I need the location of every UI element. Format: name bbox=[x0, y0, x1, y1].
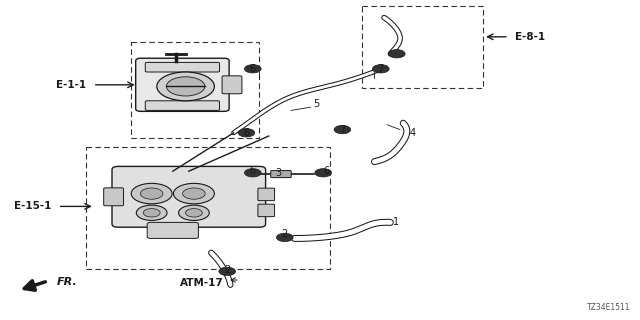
Circle shape bbox=[182, 188, 205, 199]
Circle shape bbox=[166, 77, 205, 96]
Text: E-15-1: E-15-1 bbox=[14, 201, 51, 212]
Text: 6: 6 bbox=[250, 166, 256, 176]
Circle shape bbox=[136, 205, 167, 220]
Circle shape bbox=[157, 72, 214, 101]
Circle shape bbox=[276, 233, 293, 242]
Circle shape bbox=[388, 50, 405, 58]
Text: 7: 7 bbox=[339, 124, 346, 135]
Circle shape bbox=[219, 267, 236, 276]
Circle shape bbox=[173, 183, 214, 204]
Text: 6: 6 bbox=[243, 128, 250, 138]
FancyBboxPatch shape bbox=[112, 166, 266, 227]
Text: 4: 4 bbox=[410, 128, 416, 138]
FancyBboxPatch shape bbox=[271, 171, 291, 178]
FancyBboxPatch shape bbox=[147, 222, 198, 238]
Text: 1: 1 bbox=[392, 217, 399, 228]
Circle shape bbox=[143, 209, 160, 217]
Circle shape bbox=[179, 205, 209, 220]
Text: 5: 5 bbox=[314, 99, 320, 109]
Text: 2: 2 bbox=[224, 265, 230, 276]
FancyBboxPatch shape bbox=[258, 188, 275, 201]
Circle shape bbox=[131, 183, 172, 204]
Text: 7: 7 bbox=[378, 64, 384, 74]
Text: E-8-1: E-8-1 bbox=[515, 32, 545, 42]
Text: FR.: FR. bbox=[56, 277, 77, 287]
FancyBboxPatch shape bbox=[136, 58, 229, 111]
Bar bbox=[362, 6, 483, 88]
Bar bbox=[86, 147, 330, 269]
Bar bbox=[131, 42, 259, 138]
Text: 3: 3 bbox=[275, 168, 282, 178]
Circle shape bbox=[372, 65, 389, 73]
Text: 6: 6 bbox=[250, 64, 256, 74]
Circle shape bbox=[244, 65, 261, 73]
FancyBboxPatch shape bbox=[145, 101, 220, 110]
Text: 6: 6 bbox=[323, 166, 330, 176]
FancyBboxPatch shape bbox=[145, 62, 220, 72]
Circle shape bbox=[238, 129, 255, 137]
Circle shape bbox=[244, 169, 261, 177]
Text: TZ34E1511: TZ34E1511 bbox=[587, 303, 630, 312]
Text: E-1-1: E-1-1 bbox=[56, 80, 86, 90]
Circle shape bbox=[186, 209, 202, 217]
FancyBboxPatch shape bbox=[258, 204, 275, 217]
Circle shape bbox=[334, 125, 351, 134]
Text: ATM-17: ATM-17 bbox=[180, 278, 223, 288]
FancyBboxPatch shape bbox=[104, 188, 124, 206]
Text: 2: 2 bbox=[282, 228, 288, 239]
FancyBboxPatch shape bbox=[222, 76, 242, 94]
Circle shape bbox=[315, 169, 332, 177]
Circle shape bbox=[140, 188, 163, 199]
